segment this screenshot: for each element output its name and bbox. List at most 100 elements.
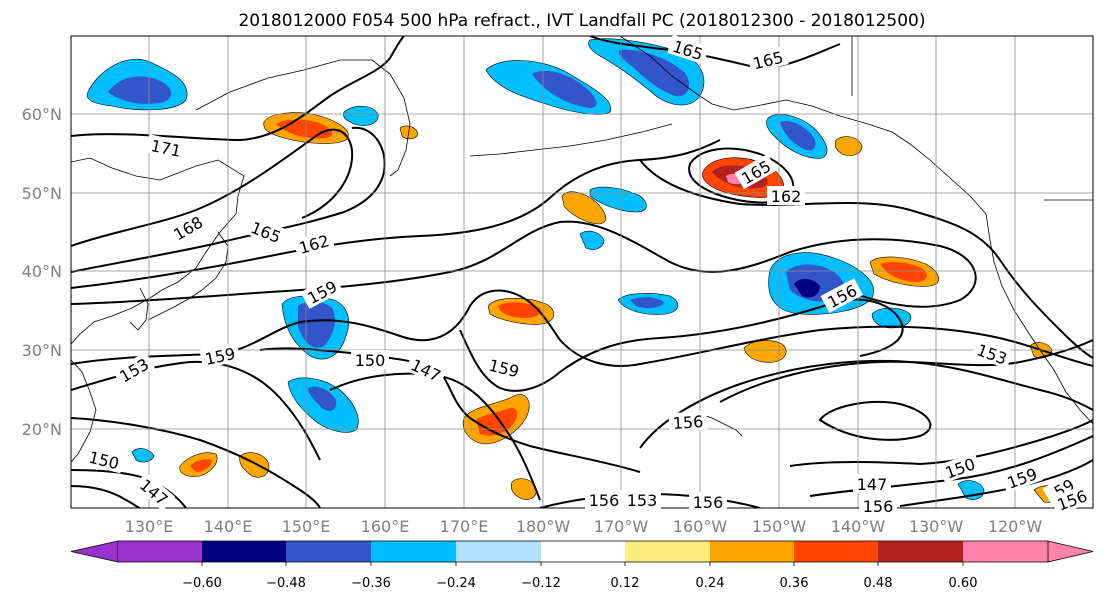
korea-coastline xyxy=(129,287,149,331)
contour-label-background xyxy=(971,338,1014,369)
contour-label-background xyxy=(767,186,805,205)
contour-label-background xyxy=(1050,484,1093,515)
colorbar-segment xyxy=(710,541,794,562)
colorbar-tick-label: 0.60 xyxy=(949,576,978,591)
contour-label: 150 xyxy=(83,445,125,474)
positive-anomaly-region xyxy=(561,191,607,225)
latitude-tick-labels: 60°N 50°N 40°N 30°N 20°N xyxy=(22,105,62,439)
latitude-tick-label: 20°N xyxy=(22,420,62,439)
contour-159-mid xyxy=(71,220,977,308)
colorbar-segment xyxy=(878,541,963,562)
asia-coastline xyxy=(71,157,245,345)
contour-159-south xyxy=(71,289,1093,367)
longitude-tick-label: 160°W xyxy=(673,517,728,536)
contour-label-background xyxy=(938,452,981,483)
colorbar-segment xyxy=(202,541,286,562)
colorbar: −0.60 −0.48 −0.36 −0.24 −0.12 0.12 0.24 0.36 0.4… xyxy=(70,540,1094,591)
contour-label-background xyxy=(199,342,241,369)
colorbar-tick-label: −0.12 xyxy=(521,576,561,591)
china-coastline xyxy=(71,359,97,463)
contour-label: 150 xyxy=(351,350,389,370)
contour-label-background xyxy=(1000,462,1043,493)
contour-east-loop xyxy=(818,401,932,441)
negative-anomaly-region xyxy=(630,297,664,309)
contour-label-background xyxy=(404,352,448,387)
contour-label-background xyxy=(667,34,710,65)
colorbar-extend-high xyxy=(1047,540,1094,563)
japan-coastline xyxy=(147,231,229,321)
colorbar-tick-label: 0.24 xyxy=(696,576,725,591)
contour-label-background xyxy=(668,410,708,433)
negative-anomaly-region xyxy=(618,49,690,97)
gridlines xyxy=(71,36,1093,508)
contour-label-text: 156 xyxy=(693,493,724,512)
positive-anomaly-region xyxy=(190,459,212,472)
contour-label-background xyxy=(245,215,288,248)
longitude-tick-label: 130°E xyxy=(125,517,174,536)
contour-162-east xyxy=(639,159,1093,359)
latitude-tick-label: 40°N xyxy=(22,262,62,281)
contour-label-background xyxy=(292,229,335,258)
contour-label-background xyxy=(689,492,727,511)
contour-label-background xyxy=(820,278,864,313)
negative-anomaly-region xyxy=(308,386,337,411)
colorbar-segment xyxy=(625,541,710,562)
longitude-tick-label: 120°W xyxy=(988,517,1043,536)
colorbar-tick-label: −0.36 xyxy=(351,576,391,591)
negative-anomaly-region xyxy=(108,76,172,104)
latitude-tick-label: 60°N xyxy=(22,105,62,124)
contour-label-background xyxy=(112,351,155,388)
longitude-tick-label: 160°E xyxy=(361,517,410,536)
contour-label: 147 xyxy=(853,474,891,494)
latitude-tick-label: 30°N xyxy=(22,341,62,360)
contour-label-background xyxy=(351,350,389,369)
colorbar-tick-label: −0.24 xyxy=(436,576,476,591)
colorbar-segment xyxy=(963,541,1048,562)
negative-anomaly-region xyxy=(780,120,816,151)
colorbar-segment xyxy=(794,541,878,562)
contour-label-background xyxy=(585,490,623,509)
okhotsk-coastline xyxy=(195,59,372,111)
colorbar-segment xyxy=(118,541,202,562)
kamchatka-coastline xyxy=(371,59,411,177)
contour-165-north xyxy=(589,36,841,69)
contour-southwest-extra xyxy=(71,485,141,508)
longitude-tick-label: 150°E xyxy=(282,517,331,536)
contour-label-background xyxy=(623,490,661,509)
colorbar-segment xyxy=(456,541,541,562)
contour-171 xyxy=(71,36,405,142)
contour-label-background xyxy=(483,353,525,382)
colorbar-segment xyxy=(286,541,371,562)
colorbar-tick-label: −0.48 xyxy=(266,576,306,591)
colorbar-tick-label: 0.12 xyxy=(611,576,640,591)
contour-label: 156 xyxy=(585,490,623,510)
height-contours xyxy=(71,36,1093,508)
contour-150-mid xyxy=(259,347,641,473)
coastlines xyxy=(71,36,1093,463)
colorbar-segment xyxy=(541,541,625,562)
contour-label-background xyxy=(83,445,125,474)
contour-label-text: 150 xyxy=(355,351,386,370)
contour-label-text: 153 xyxy=(627,491,658,510)
contour-label-background xyxy=(166,209,209,246)
positive-anomaly-region xyxy=(510,478,537,500)
negative-anomaly-region xyxy=(794,278,820,298)
positive-anomaly-region xyxy=(834,136,863,156)
contour-label-background xyxy=(859,496,897,515)
contour-label-background xyxy=(747,45,789,74)
latitude-tick-label: 50°N xyxy=(22,184,62,203)
figure-title: 2018012000 F054 500 hPa refract., IVT La… xyxy=(238,11,925,31)
negative-anomaly-region xyxy=(298,301,335,348)
contour-label-text: 156 xyxy=(589,491,620,510)
contour-label-background xyxy=(145,134,187,161)
contour-label-text: 156 xyxy=(672,412,704,433)
map-frame xyxy=(70,35,1094,509)
colorbar-tick-label: −0.60 xyxy=(182,576,222,591)
contour-label-text: 147 xyxy=(857,475,888,494)
colorbar-tick-label: 0.48 xyxy=(864,576,893,591)
colorbar-outline xyxy=(118,540,1048,563)
contour-label-background xyxy=(853,474,891,493)
contour-label-text: 156 xyxy=(863,497,894,516)
